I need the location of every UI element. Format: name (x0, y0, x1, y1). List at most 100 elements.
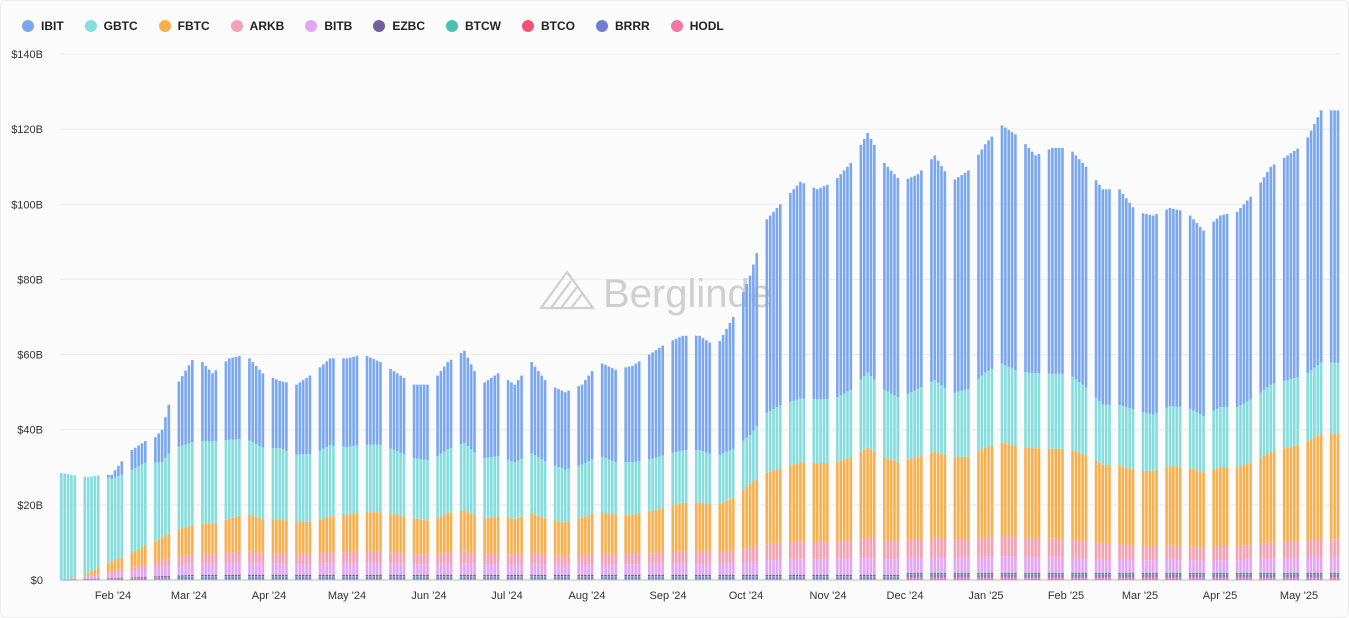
bar-segment-btcw[interactable] (1047, 574, 1051, 575)
bar-segment-ezbc[interactable] (920, 573, 923, 575)
bar-segment-hodl[interactable] (701, 579, 705, 580)
bar-segment-bitb[interactable] (191, 563, 194, 575)
bar-segment-fbtc[interactable] (987, 446, 990, 538)
bar-segment-ezbc[interactable] (389, 574, 392, 577)
bar-segment-ezbc[interactable] (624, 574, 628, 577)
bar-segment-ezbc[interactable] (819, 574, 822, 577)
bar-segment-ibit[interactable] (1071, 151, 1074, 377)
bar-segment-ezbc[interactable] (1262, 573, 1266, 575)
bar-segment-bitb[interactable] (624, 564, 628, 575)
bar-segment-gbtc[interactable] (63, 473, 66, 580)
bar-segment-gbtc[interactable] (990, 368, 994, 446)
bar-segment-fbtc[interactable] (90, 571, 93, 576)
bar-segment-brrr[interactable] (238, 577, 241, 580)
bar-segment-gbtc[interactable] (201, 441, 204, 524)
bar-segment-btcw[interactable] (705, 576, 708, 577)
bar-segment-arkb[interactable] (906, 539, 910, 558)
bar-segment-ezbc[interactable] (731, 574, 735, 577)
bar-segment-btcw[interactable] (1219, 574, 1222, 575)
bar-segment-arkb[interactable] (1316, 539, 1320, 558)
bar-segment-brrr[interactable] (671, 577, 675, 580)
bar-segment-btco[interactable] (278, 576, 281, 578)
bar-segment-ezbc[interactable] (227, 574, 231, 577)
bar-segment-btco[interactable] (348, 576, 352, 578)
bar-segment-fbtc[interactable] (755, 479, 759, 547)
bar-segment-ezbc[interactable] (866, 574, 869, 577)
bar-segment-bitb[interactable] (674, 563, 678, 575)
bar-segment-btco[interactable] (560, 576, 564, 578)
bar-segment-btco[interactable] (930, 574, 933, 577)
bar-segment-arkb[interactable] (1178, 545, 1182, 561)
bar-segment-ezbc[interactable] (1192, 573, 1195, 575)
bar-segment-hodl[interactable] (298, 579, 302, 580)
bar-segment-bitb[interactable] (1245, 559, 1249, 574)
bar-segment-fbtc[interactable] (1081, 453, 1084, 542)
bar-segment-gbtc[interactable] (1030, 372, 1034, 449)
bar-segment-btcw[interactable] (896, 576, 900, 577)
bar-segment-hodl[interactable] (936, 577, 940, 580)
bar-segment-gbtc[interactable] (506, 459, 510, 518)
bar-segment-hodl[interactable] (1262, 577, 1266, 580)
bar-segment-bitb[interactable] (510, 564, 513, 575)
bar-segment-bitb[interactable] (580, 564, 584, 575)
bar-segment-arkb[interactable] (990, 537, 994, 557)
bar-segment-btco[interactable] (580, 576, 584, 578)
legend-item-arkb[interactable]: ARKB (230, 19, 284, 33)
bar-segment-btcw[interactable] (651, 576, 654, 577)
bar-segment-hodl[interactable] (295, 579, 298, 580)
bar-segment-fbtc[interactable] (819, 463, 822, 542)
bar-segment-btco[interactable] (778, 576, 782, 578)
bar-segment-hodl[interactable] (577, 579, 580, 580)
bar-segment-ezbc[interactable] (906, 573, 910, 575)
bar-segment-arkb[interactable] (446, 552, 449, 564)
bar-segment-gbtc[interactable] (1316, 365, 1320, 436)
bar-segment-fbtc[interactable] (1202, 472, 1205, 548)
bar-segment-fbtc[interactable] (1222, 467, 1226, 546)
bar-segment-arkb[interactable] (342, 552, 345, 564)
bar-segment-btco[interactable] (271, 576, 275, 578)
bar-segment-bitb[interactable] (143, 569, 147, 577)
bar-segment-bitb[interactable] (1249, 559, 1252, 574)
bar-segment-gbtc[interactable] (1215, 408, 1219, 469)
bar-segment-arkb[interactable] (893, 541, 896, 560)
bar-segment-hodl[interactable] (1188, 577, 1192, 580)
bar-segment-brrr[interactable] (328, 577, 332, 580)
bar-segment-btcw[interactable] (1316, 574, 1320, 575)
bar-segment-ibit[interactable] (1084, 166, 1088, 388)
bar-segment-arkb[interactable] (708, 551, 712, 564)
bar-segment-fbtc[interactable] (587, 515, 591, 555)
bar-segment-btco[interactable] (533, 576, 537, 578)
bar-segment-fbtc[interactable] (540, 517, 544, 555)
bar-segment-ezbc[interactable] (1004, 573, 1007, 575)
bar-segment-ezbc[interactable] (1077, 573, 1081, 575)
bar-segment-fbtc[interactable] (943, 454, 947, 540)
bar-segment-arkb[interactable] (379, 551, 382, 564)
bar-segment-arkb[interactable] (802, 541, 806, 560)
bar-segment-fbtc[interactable] (372, 512, 376, 552)
bar-segment-fbtc[interactable] (204, 523, 208, 554)
bar-segment-fbtc[interactable] (634, 514, 638, 554)
bar-segment-ibit[interactable] (1014, 134, 1017, 371)
bar-segment-btcw[interactable] (1077, 574, 1081, 575)
bar-segment-gbtc[interactable] (1037, 373, 1041, 449)
bar-segment-arkb[interactable] (184, 555, 187, 565)
bar-segment-gbtc[interactable] (110, 478, 114, 562)
bar-segment-ezbc[interactable] (275, 574, 278, 577)
bar-segment-btco[interactable] (164, 577, 167, 579)
bar-segment-hodl[interactable] (778, 579, 782, 580)
bar-segment-gbtc[interactable] (439, 453, 443, 517)
bar-segment-arkb[interactable] (107, 571, 110, 575)
bar-segment-ibit[interactable] (607, 366, 611, 460)
bar-segment-brrr[interactable] (731, 577, 735, 580)
bar-segment-hodl[interactable] (254, 579, 258, 580)
bar-segment-gbtc[interactable] (1198, 414, 1202, 472)
bar-segment-hodl[interactable] (1124, 577, 1128, 580)
bar-segment-bitb[interactable] (721, 563, 725, 575)
bar-segment-arkb[interactable] (345, 552, 349, 564)
bar-segment-bitb[interactable] (322, 563, 325, 575)
bar-segment-btco[interactable] (157, 577, 161, 579)
bar-segment-arkb[interactable] (419, 554, 423, 565)
bar-segment-btco[interactable] (674, 576, 678, 578)
bar-segment-btcw[interactable] (752, 576, 755, 577)
bar-segment-brrr[interactable] (960, 576, 963, 578)
